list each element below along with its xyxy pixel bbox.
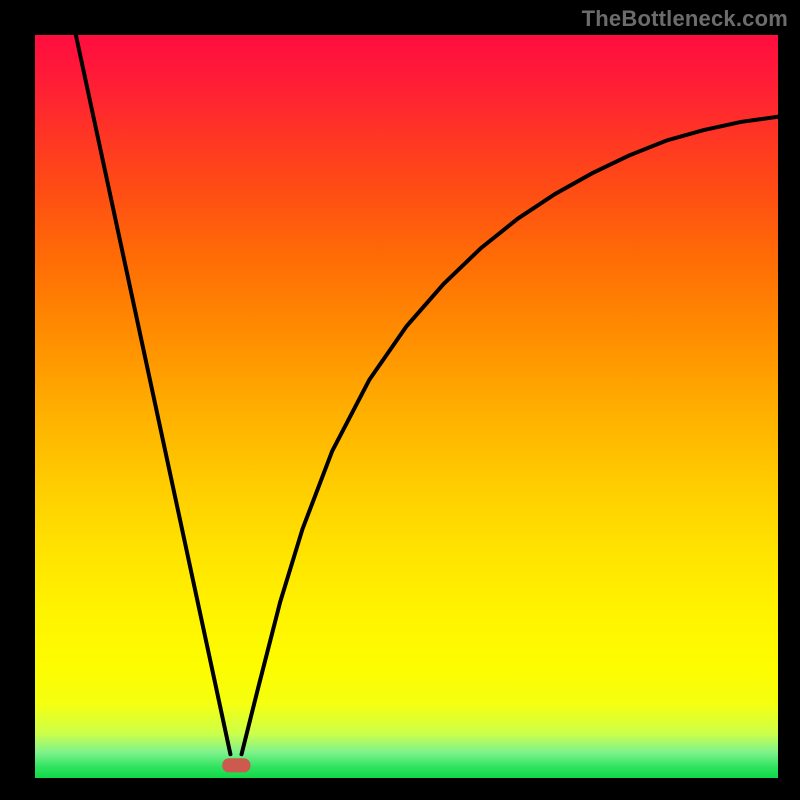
plot-gradient-background (35, 35, 778, 778)
chart-container: TheBottleneck.com (0, 0, 800, 800)
optimum-marker (222, 758, 250, 772)
attribution-text: TheBottleneck.com (582, 6, 788, 32)
bottleneck-chart (0, 0, 800, 800)
